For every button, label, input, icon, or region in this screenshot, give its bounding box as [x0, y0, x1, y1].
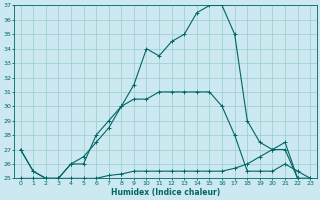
- X-axis label: Humidex (Indice chaleur): Humidex (Indice chaleur): [111, 188, 220, 197]
